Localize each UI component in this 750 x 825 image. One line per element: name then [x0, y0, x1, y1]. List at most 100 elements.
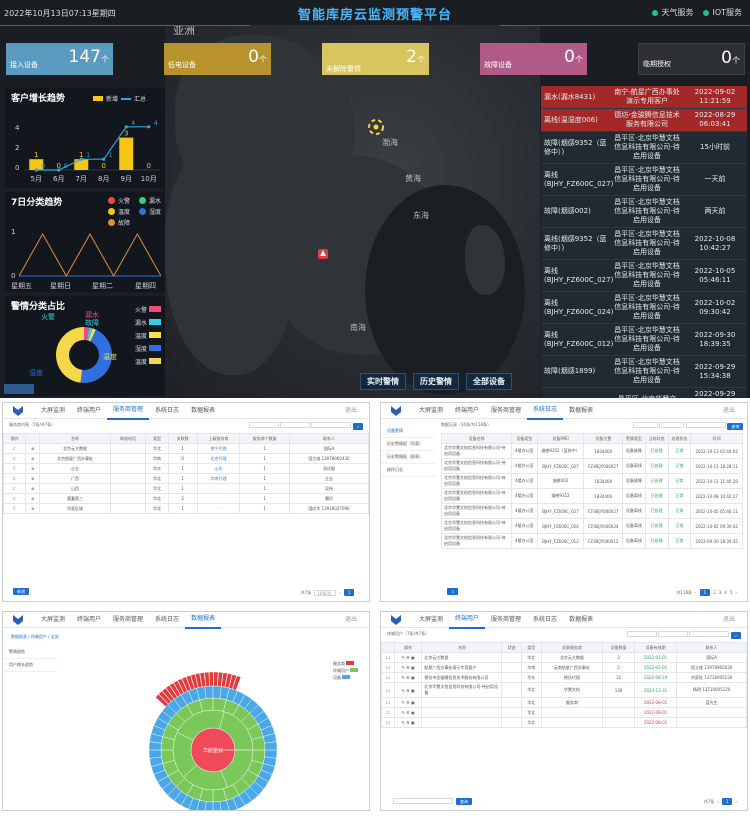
alert-row[interactable]: 离线(烟感9352（蓝修中）) 昌平区-北京华慧文档信息科技有限公司-待启用设备 2…	[541, 228, 747, 260]
prev-page-icon[interactable]: ‹	[695, 590, 697, 595]
edit-icon[interactable]: ㄷ	[3, 443, 27, 454]
alert-row[interactable]: 漏水(漏水8431) 南宁-航星广西办事处演示专用客户 2022-09-02 11:…	[541, 86, 747, 109]
delete-icon[interactable]: ⊕	[25, 453, 41, 464]
alert-row[interactable]: 昌平区-北京华慧文 2022-09-29 15:23:	[541, 388, 747, 398]
side-item-alert-trend[interactable]: 警情趋势	[3, 646, 58, 659]
delete-icon[interactable]: ⊕	[25, 483, 41, 494]
alert-row[interactable]: 离线(BJHY_FZ600C_012) 昌平区-北京华慧文档信息科技有限公司-待启…	[541, 324, 747, 356]
side-item-history-list[interactable]: 历史警情报（列表）	[381, 438, 436, 451]
table-row[interactable]: ㄷ ⊕ 北京云大数据 华北 1 南宁代理 1 国际A	[3, 443, 369, 454]
delete-icon[interactable]: ⊕	[25, 503, 41, 514]
alert-row[interactable]: 故障(烟感1899) 昌平区-北京华慧文档信息科技有限公司-待启用设备 2022-0…	[541, 356, 747, 388]
fire-alarm-marker-icon[interactable]	[316, 246, 330, 262]
search-input[interactable]	[311, 422, 352, 428]
edit-icon[interactable]: ㄷ	[3, 453, 27, 464]
stat-card-faulty-devices[interactable]: 故障设备 0个	[480, 43, 587, 75]
table-row[interactable]: 北京华慧文档信息科技有限公司-待启用设备 4楼办公室 BJHY_FZ600C_027…	[441, 503, 743, 519]
table-row[interactable]: ☐ ✎ ⚙ ▣ 德坊市金骏腾信息技术服务有限公司 华东 德坊代理 12 2022-08-29…	[381, 672, 747, 683]
row-actions[interactable]: ✎ ⚙ ▣	[393, 717, 423, 728]
table-row[interactable]: ㄷ ⊕ 华夏区域 华北 1-1 国庆华 13918027096	[3, 503, 369, 514]
page-5[interactable]: 5	[729, 590, 733, 595]
row-actions[interactable]: ✎ ⚙ ▣	[393, 682, 423, 698]
edit-icon[interactable]: ㄷ	[3, 473, 27, 484]
alarm-marker-icon[interactable]	[365, 117, 387, 137]
logout-link[interactable]: 退出	[722, 406, 735, 414]
logout-link[interactable]: 退出	[344, 615, 357, 623]
table-row[interactable]: 北京华慧文档信息科技有限公司-待启用设备 4楼办公室 烟感002 1834400 设备故…	[441, 473, 743, 489]
delete-icon[interactable]: ⊕	[25, 493, 41, 504]
row-checkbox[interactable]: ☐	[381, 672, 395, 683]
filter-select[interactable]	[633, 422, 659, 428]
table-row[interactable]: ☐ ✎ ⚙ ▣ 华北 2022-08-01	[381, 707, 747, 718]
row-actions[interactable]: ✎ ⚙ ▣	[393, 662, 423, 673]
table-row[interactable]: ㄷ ⊕ 山西 华北 1 1 吴伟	[3, 483, 369, 494]
filter-select[interactable]	[280, 422, 311, 428]
row-checkbox[interactable]: ☐	[381, 707, 395, 718]
delete-icon[interactable]: ⊕	[25, 443, 41, 454]
nav-big-screen[interactable]: 大屏监测	[419, 406, 444, 414]
table-row[interactable]: ㄷ ⊕ 北京航星广西办事处 华南 0 北京代理 1 国立维 13978960430	[3, 453, 369, 464]
nav-provider-management[interactable]: 服务商管理	[491, 406, 522, 414]
edit-icon[interactable]: ㄷ	[3, 503, 27, 514]
stat-card-expiring-auth[interactable]: 临期授权 0个	[638, 43, 745, 75]
page-size-select[interactable]: 10条/页	[314, 589, 337, 596]
alert-row[interactable]: 故障(烟感002) 昌平区-北京华慧文档信息科技有限公司-待启用设备 两天前	[541, 196, 747, 228]
delete-icon[interactable]: ⊕	[25, 473, 41, 484]
alert-row[interactable]: 故障(烟感9352（蓝修中）) 昌平区-北京华慧文档信息科技有限公司-待启用设备 1…	[541, 132, 747, 164]
row-checkbox[interactable]: ☐	[381, 717, 395, 728]
page-3[interactable]: 3	[718, 590, 722, 595]
page-1[interactable]: 1	[343, 589, 355, 596]
row-actions[interactable]: ✎ ⚙ ▣	[393, 697, 423, 708]
date-range-input[interactable]	[685, 422, 726, 428]
table-row[interactable]: ㄷ ⊕ 广西 华北 1 华南代理 1 企业	[3, 473, 369, 484]
search-input[interactable]	[689, 631, 730, 637]
sunburst-chart[interactable]: 华航星云	[143, 640, 283, 810]
next-page-icon[interactable]: ›	[735, 799, 737, 804]
table-row[interactable]: 北京华慧文档信息科技有限公司-待启用设备 4楼办公室 烟感9352（蓝修中） 1834…	[441, 443, 743, 459]
row-actions[interactable]: ✎ ⚙ ▣	[393, 707, 423, 718]
table-row[interactable]: 北京华慧文档信息科技有限公司-待启用设备 4楼办公室 BJHY_FZ600C_024…	[441, 518, 743, 534]
alert-row[interactable]: 离线(温湿度006) 德坊-金骏腾信息技术服务有限公司 2022-08-29 06:…	[541, 109, 747, 132]
next-page-icon[interactable]: ›	[735, 590, 737, 595]
page-1[interactable]: 1	[699, 589, 711, 596]
table-row[interactable]: ☐ ✎ ⚙ ▣ 华北 2022-08-01	[381, 717, 747, 728]
query-button[interactable]: 查询	[456, 798, 472, 805]
search-button[interactable]: ⌕	[352, 423, 363, 430]
nav-terminal-users[interactable]: 终端用户	[449, 612, 486, 629]
alert-row[interactable]: 离线(BJHY_FZ600C_024) 昌平区-北京华慧文档信息科技有限公司-待启…	[541, 292, 747, 324]
china-map[interactable]: 亚洲 渤海 黄海 东海 南海	[165, 24, 540, 398]
row-actions[interactable]: ✎ ⚙ ▣	[393, 652, 423, 663]
stat-card-unresolved-alerts[interactable]: 未解除警情 2个	[322, 43, 429, 75]
prev-page-icon[interactable]: ‹	[717, 799, 719, 804]
row-actions[interactable]: ✎ ⚙ ▣	[393, 672, 423, 683]
all-devices-button[interactable]: 全部设备	[466, 373, 512, 390]
nav-data-report[interactable]: 数据报表	[185, 612, 222, 629]
filter-select[interactable]	[659, 422, 685, 428]
logout-link[interactable]: 退出	[722, 615, 735, 623]
add-button[interactable]: 新增	[13, 578, 29, 597]
edit-icon[interactable]: ㄷ	[3, 463, 27, 474]
nav-data-report[interactable]: 数据报表	[191, 406, 216, 414]
nav-terminal-users[interactable]: 终端用户	[455, 406, 480, 414]
nav-provider-management[interactable]: 服务商管理	[107, 403, 150, 420]
edit-icon[interactable]: ㄷ	[3, 493, 27, 504]
filter-select[interactable]	[248, 422, 279, 428]
alert-row[interactable]: 离线(BJHY_FZ600C_027) 昌平区-北京华慧文档信息科技有限公司-待启…	[541, 260, 747, 292]
page-1[interactable]: 1	[721, 798, 733, 805]
table-row[interactable]: ☐ ✎ ⚙ ▣ 北京云大数据 华北 北京云大数据 3 2022-01-01 国际A	[381, 652, 747, 663]
delete-icon[interactable]: ⊕	[25, 463, 41, 474]
nav-system-log[interactable]: 系统日志	[155, 615, 180, 623]
page-4[interactable]: 4	[724, 590, 727, 595]
logout-link[interactable]: 退出	[344, 406, 357, 414]
filter-select[interactable]	[658, 631, 689, 637]
nav-big-screen[interactable]: 大屏监测	[41, 406, 66, 414]
table-row[interactable]: ☐ ✎ ⚙ ▣ 北京华慧文档信息科技有限公司-待启用设备 华北 华慧文档 136 2023-…	[381, 682, 747, 698]
realtime-alerts-button[interactable]: 实时警情	[360, 373, 406, 390]
table-row[interactable]: ㄷ ⊕ 企业 华东 1 山东 1 测试服	[3, 463, 369, 474]
side-item-user-growth[interactable]: 用户增长趋势	[3, 659, 58, 672]
next-page-icon[interactable]: ›	[357, 590, 359, 595]
table-row[interactable]: ㄷ ⊕ 惠蓄第三 华北 2 1 腾讯	[3, 493, 369, 504]
nav-data-report[interactable]: 数据报表	[569, 406, 594, 414]
export-button[interactable]: ⇩	[447, 578, 459, 597]
table-row[interactable]: 北京华慧文档信息科技有限公司-待启用设备 4楼办公室 BJHY_FZ600C_027…	[441, 458, 743, 474]
